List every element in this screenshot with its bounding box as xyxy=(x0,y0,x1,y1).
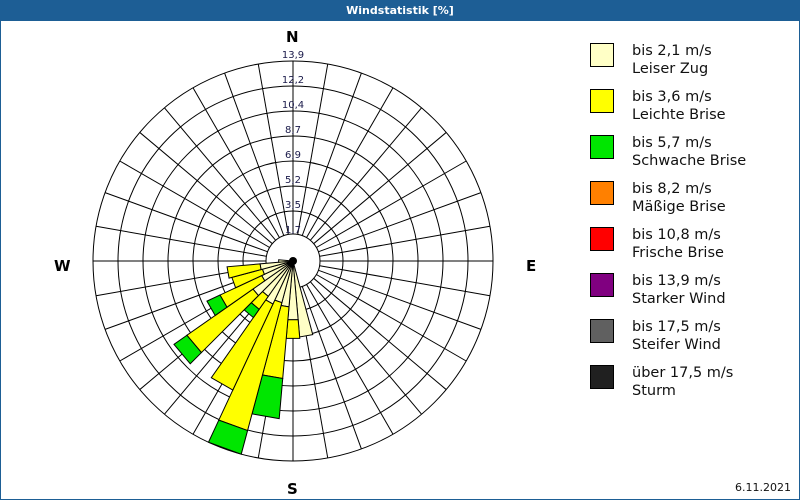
date-stamp: 6.11.2021 xyxy=(735,481,791,494)
wind-bar-segment xyxy=(206,294,228,317)
wind-bar-segment xyxy=(285,319,301,339)
legend-swatch xyxy=(590,273,614,297)
compass-east-label: E xyxy=(526,257,537,275)
radial-tick-label: 1,7 xyxy=(285,225,301,236)
legend-name: Schwache Brise xyxy=(632,153,747,169)
chart-title: Windstatistik [%] xyxy=(1,1,799,21)
legend-name: Mäßige Brise xyxy=(632,199,726,215)
legend-speed: bis 3,6 m/s xyxy=(632,89,712,105)
radial-tick-label: 12,2 xyxy=(282,75,304,86)
legend-swatch xyxy=(590,227,614,251)
radial-tick-label: 10,4 xyxy=(282,100,304,111)
compass-south-label: S xyxy=(287,480,298,498)
legend-speed: bis 2,1 m/s xyxy=(632,43,712,59)
legend-speed: bis 5,7 m/s xyxy=(632,135,712,151)
legend-speed: bis 13,9 m/s xyxy=(632,273,721,289)
legend-name: Steifer Wind xyxy=(632,337,721,353)
legend-name: Starker Wind xyxy=(632,291,726,307)
legend-speed: bis 10,8 m/s xyxy=(632,227,721,243)
legend-speed: über 17,5 m/s xyxy=(632,365,734,381)
compass-west-label: W xyxy=(54,257,71,275)
legend-name: Frische Brise xyxy=(632,245,724,261)
legend-swatch xyxy=(590,135,614,159)
legend-swatch xyxy=(590,89,614,113)
radial-tick-label: 3,5 xyxy=(285,200,301,211)
radial-tick-label: 8,7 xyxy=(285,125,301,136)
legend-name: Sturm xyxy=(632,383,676,399)
legend-swatch xyxy=(590,43,614,67)
wind-bar-segment xyxy=(226,263,262,279)
legend-swatch xyxy=(590,365,614,389)
wind-bar-segment xyxy=(210,299,274,391)
legend-speed: bis 8,2 m/s xyxy=(632,181,712,197)
radial-tick-label: 13,9 xyxy=(282,50,304,61)
legend-name: Leichte Brise xyxy=(632,107,726,123)
radial-tick-label: 6,9 xyxy=(285,150,301,161)
wind-bar-segment xyxy=(207,419,249,455)
legend-name: Leiser Zug xyxy=(632,61,709,77)
legend-speed: bis 17,5 m/s xyxy=(632,319,721,335)
radial-tick-label: 5,2 xyxy=(285,175,301,186)
wind-bar-segment xyxy=(278,259,294,263)
legend-swatch xyxy=(590,319,614,343)
wind-bar-segment xyxy=(173,334,203,365)
compass-north-label: N xyxy=(286,28,299,46)
legend-swatch xyxy=(590,181,614,205)
